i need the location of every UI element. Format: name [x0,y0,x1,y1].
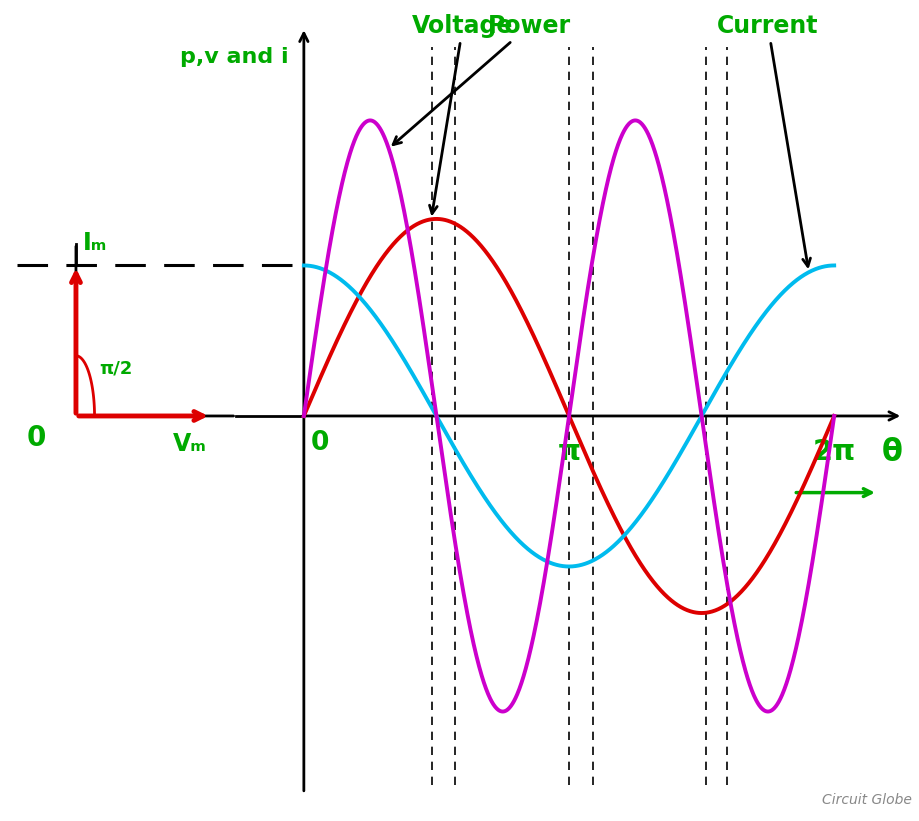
Text: p,v and i: p,v and i [180,47,289,67]
Text: π/2: π/2 [99,360,133,378]
Text: Vₘ: Vₘ [173,433,207,456]
Text: 0: 0 [311,429,329,456]
Text: Iₘ: Iₘ [83,231,108,255]
Text: Power: Power [392,14,570,144]
Text: 0: 0 [27,424,46,452]
Text: Voltage: Voltage [412,14,513,213]
Text: θ: θ [881,438,902,467]
Text: 2π: 2π [811,438,855,466]
Text: Circuit Globe: Circuit Globe [821,793,911,807]
Text: π: π [557,438,580,466]
Text: Current: Current [716,14,818,266]
